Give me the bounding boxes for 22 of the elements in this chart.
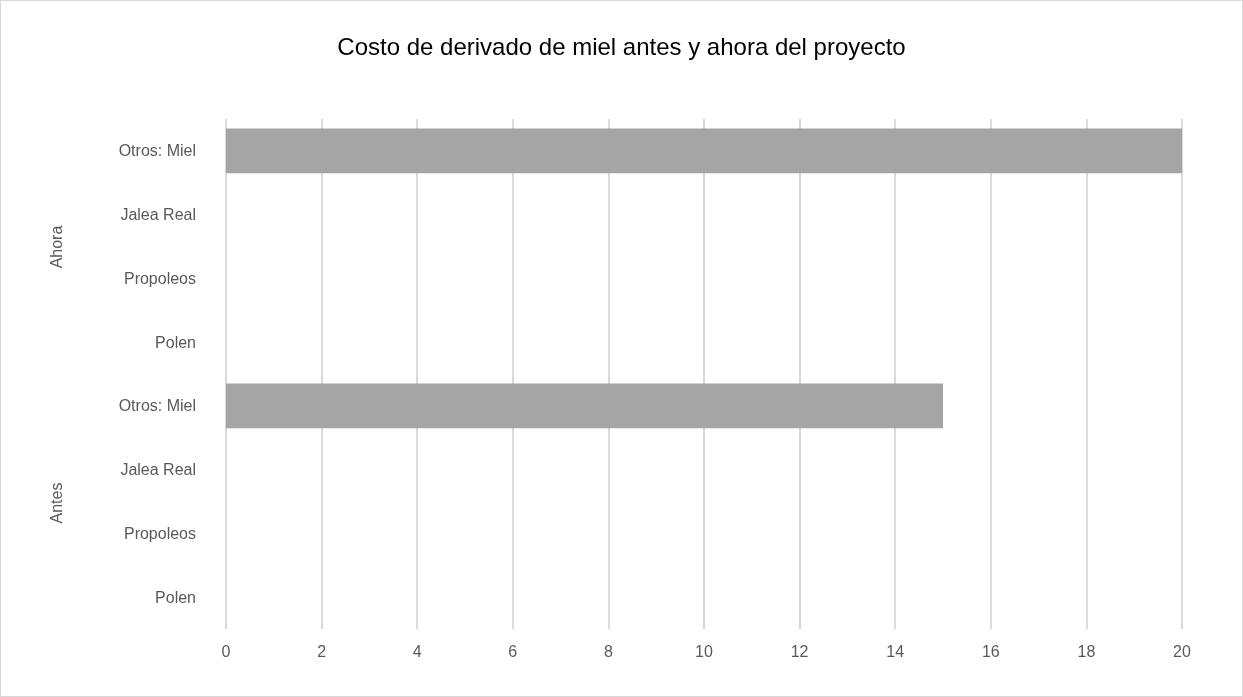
y-tick-label: Otros: Miel [118, 397, 196, 415]
x-tick-label: 16 [981, 642, 1000, 660]
y-tick-label: Jalea Real [120, 206, 196, 224]
y-tick-label: Polen [155, 588, 196, 606]
x-tick-label: 14 [886, 642, 905, 660]
y-tick-label: Otros: Miel [118, 142, 196, 160]
text: Ahora [47, 225, 65, 269]
x-tick-label: 6 [508, 642, 518, 660]
x-tick-label: 8 [603, 642, 613, 660]
x-tick-label: 20 [1173, 642, 1191, 660]
text: Antes [47, 482, 65, 524]
x-tick-label: 0 [221, 642, 231, 660]
x-tick-label: 12 [790, 642, 809, 660]
x-tick-label: 2 [317, 642, 327, 660]
y-tick-label: Propoleos [123, 524, 196, 542]
y-tick-label: Propoleos [123, 269, 196, 287]
x-tick-label: 18 [1077, 642, 1096, 660]
y-tick-label: Jalea Real [120, 461, 196, 479]
y-tick-label: Polen [155, 333, 196, 351]
chart-title: Costo de derivado de miel antes y ahora del proyecto [337, 32, 906, 60]
x-tick-label: 4 [412, 642, 422, 660]
x-tick-label: 10 [695, 642, 713, 660]
